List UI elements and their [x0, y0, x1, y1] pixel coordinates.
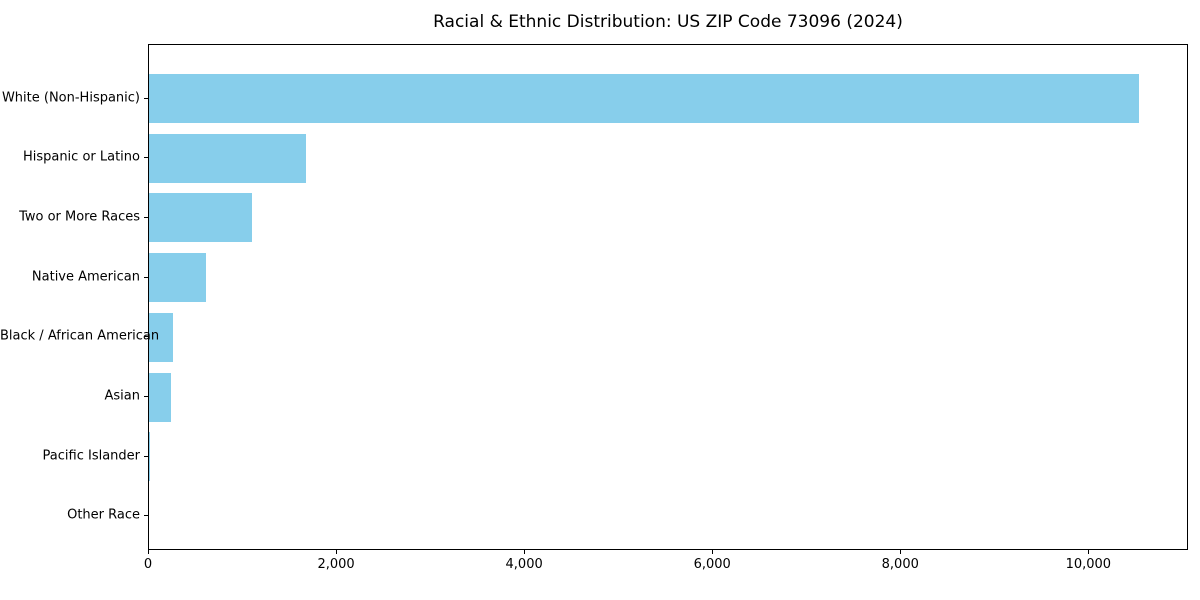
bar-white-non-hispanic: [149, 74, 1140, 123]
bar-native-american: [149, 253, 207, 303]
y-tick-label: White (Non-Hispanic): [1, 90, 140, 105]
y-tick-label: Black / African American: [0, 328, 160, 344]
x-tick-label: 10,000: [1065, 557, 1112, 572]
y-tick-label: Hispanic or Latino: [22, 149, 140, 165]
y-tick-label: Asian: [104, 388, 140, 404]
plot-area: [148, 44, 1188, 550]
x-tick-mark: [900, 550, 902, 554]
y-tick-mark: [144, 336, 148, 338]
x-tick-mark: [524, 550, 526, 554]
y-tick-label: Two or More Races: [19, 209, 140, 225]
y-tick-label: Pacific Islander: [42, 448, 140, 464]
x-tick-label: 8,000: [881, 557, 919, 572]
x-tick-mark: [1088, 550, 1090, 554]
x-tick-mark: [712, 550, 714, 554]
y-tick-label: Other Race: [67, 507, 140, 523]
y-tick-mark: [144, 276, 148, 278]
x-tick-label: 6,000: [693, 557, 731, 572]
x-tick-mark: [148, 550, 149, 554]
bar-black-african-american: [149, 312, 173, 362]
y-tick-mark: [144, 157, 148, 159]
y-tick-mark: [144, 515, 148, 517]
x-tick-mark: [336, 550, 338, 554]
x-tick-label: 0: [143, 557, 153, 572]
bar-hispanic-or-latino: [149, 133, 307, 183]
y-tick-mark: [144, 97, 148, 99]
chart-title: Racial & Ethnic Distribution: US ZIP Cod…: [433, 12, 903, 32]
x-tick-label: 4,000: [505, 557, 543, 572]
y-tick-mark: [144, 396, 148, 397]
y-tick-mark: [144, 455, 148, 457]
y-tick-mark: [144, 216, 148, 218]
bar-asian: [149, 372, 172, 422]
bar-two-or-more-races: [149, 193, 253, 243]
y-tick-label: Native American: [31, 269, 140, 285]
x-tick-label: 2,000: [317, 557, 355, 572]
